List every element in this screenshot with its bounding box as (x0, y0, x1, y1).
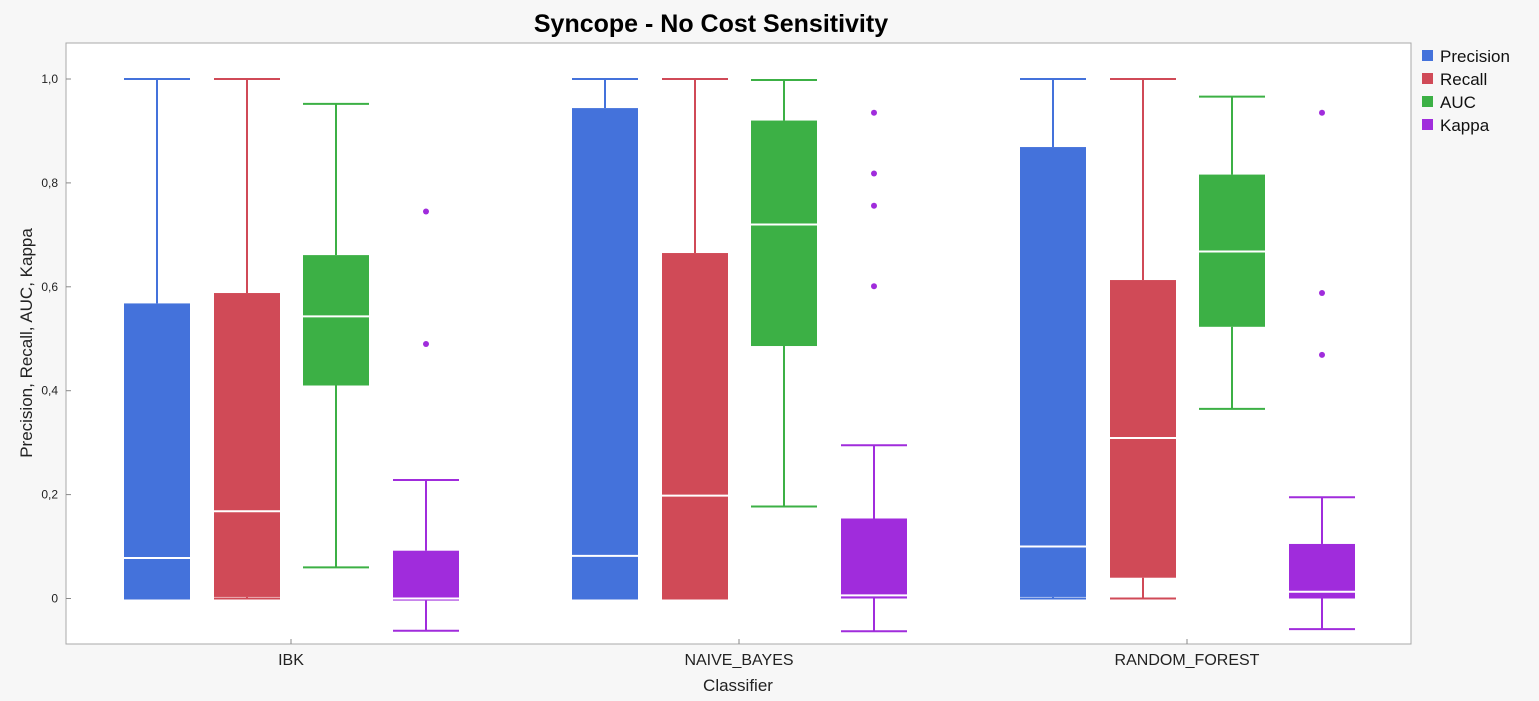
y-tick-label: 0 (51, 592, 58, 606)
outlier-point (423, 208, 429, 215)
legend-label-kappa: Kappa (1440, 116, 1490, 135)
box-precision-random_forest (1020, 78, 1086, 600)
y-tick-label: 0,8 (41, 176, 58, 190)
legend-swatch-recall (1422, 73, 1433, 84)
box-iqr (662, 253, 728, 599)
box-iqr (303, 255, 369, 386)
legend-label-recall: Recall (1440, 70, 1487, 89)
box-kappa-naive_bayes (841, 109, 907, 633)
x-tick-label: NAIVE_BAYES (684, 652, 793, 669)
outlier-point (871, 202, 877, 209)
box-precision-naive_bayes (572, 78, 638, 600)
x-axis: IBK NAIVE_BAYES RANDOM_FOREST (278, 639, 1260, 669)
box-recall-ibk (214, 78, 280, 600)
box-iqr (572, 108, 638, 599)
box-iqr (751, 120, 817, 347)
box-auc-random_forest (1199, 95, 1265, 410)
y-tick-label: 0,4 (41, 384, 58, 398)
chart-title: Syncope - No Cost Sensitivity (534, 10, 888, 38)
box-groups (124, 78, 1355, 633)
legend-label-precision: Precision (1440, 47, 1510, 66)
legend-swatch-auc (1422, 96, 1433, 107)
outlier-point (871, 283, 877, 290)
outlier-point (1319, 290, 1325, 297)
x-tick-label: RANDOM_FOREST (1115, 652, 1260, 669)
outlier-point (871, 109, 877, 116)
box-kappa-random_forest (1289, 109, 1355, 631)
legend-swatch-precision (1422, 50, 1433, 61)
legend: Precision Recall AUC Kappa (1422, 47, 1510, 135)
box-recall-random_forest (1110, 78, 1176, 600)
box-auc-ibk (303, 102, 369, 569)
box-iqr (841, 518, 907, 599)
outlier-point (1319, 109, 1325, 116)
box-iqr (1289, 543, 1355, 599)
y-axis-label: Precision, Recall, AUC, Kappa (17, 228, 36, 458)
legend-label-auc: AUC (1440, 93, 1476, 112)
box-iqr (214, 293, 280, 597)
y-tick-label: 0,2 (41, 488, 58, 502)
box-iqr (1110, 280, 1176, 578)
y-tick-label: 1,0 (41, 72, 58, 86)
x-axis-label: Classifier (703, 676, 773, 695)
box-iqr (393, 550, 459, 601)
x-tick-label: IBK (278, 652, 304, 669)
outlier-point (423, 340, 429, 347)
box-kappa-ibk (393, 208, 459, 632)
box-recall-naive_bayes (662, 78, 728, 600)
outlier-point (871, 170, 877, 177)
outlier-point (1319, 351, 1325, 358)
plot-area (65, 42, 1412, 645)
y-axis: 0 0,2 0,4 0,6 0,8 1,0 (41, 72, 71, 606)
legend-swatch-kappa (1422, 119, 1433, 130)
box-iqr (124, 303, 190, 599)
box-auc-naive_bayes (751, 79, 817, 508)
y-tick-label: 0,6 (41, 280, 58, 294)
box-iqr (1020, 147, 1086, 597)
box-precision-ibk (124, 78, 190, 600)
